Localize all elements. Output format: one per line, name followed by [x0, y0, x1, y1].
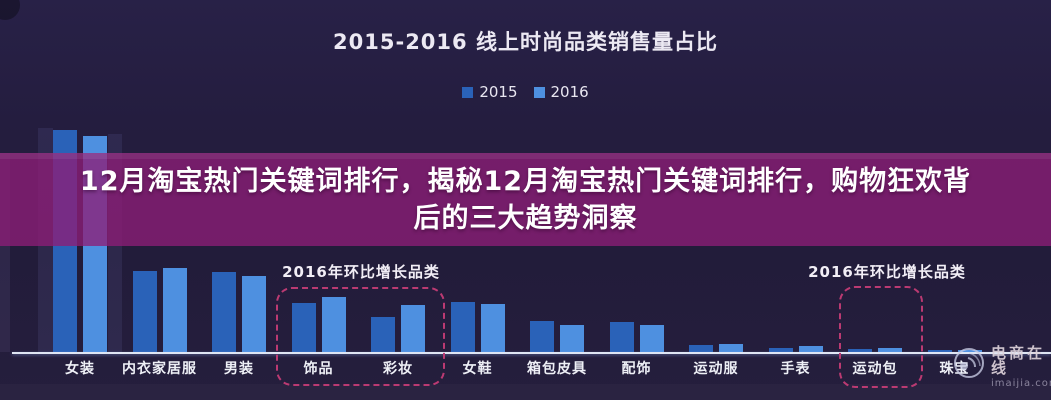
category-label-4: 饰品 — [303, 361, 334, 377]
chart-legend: 2015 2016 — [0, 83, 1051, 101]
category-label-3: 男装 — [224, 361, 254, 377]
category-label-7: 箱包皮具 — [527, 361, 587, 377]
bar-2015-10 — [768, 347, 793, 352]
headline-banner: 12月淘宝热门关键词排行，揭秘12月淘宝热门关键词排行，购物狂欢背 后的三大趋势… — [0, 153, 1051, 246]
annotation-label-growth-2: 2016年环比增长品类 — [808, 263, 966, 281]
bar-2015-11 — [848, 348, 872, 352]
bar-group-7: 箱包皮具 — [527, 0, 587, 400]
annotation-box-growth-categories-2 — [839, 286, 923, 388]
bar-group-5: 彩妆 — [371, 0, 425, 400]
bar-2016-2 — [162, 268, 187, 352]
bar-2015-7 — [530, 321, 554, 352]
category-label-1: 女装 — [65, 361, 95, 377]
bar-2016-12 — [957, 349, 982, 352]
x-axis-line — [12, 352, 1051, 354]
watermark-site: imaijia.com — [991, 378, 1051, 389]
bar-group-9: 运动服 — [689, 0, 743, 400]
bar-group-8: 配饰 — [609, 0, 664, 400]
headline-line-2: 后的三大趋势洞察 — [413, 202, 638, 234]
bar-2016-9 — [719, 343, 743, 352]
bar-2016-10 — [798, 346, 823, 352]
bar-2015-5 — [371, 317, 395, 352]
legend-label-2015: 2015 — [479, 83, 518, 101]
bar-2016-7 — [560, 325, 584, 352]
bar-2016-3 — [242, 276, 266, 352]
bar-group-3: 男装 — [212, 0, 266, 400]
headline-line-1: 12月淘宝热门关键词排行，揭秘12月淘宝热门关键词排行，购物狂欢背 — [79, 165, 972, 197]
bar-group-11: 运动包 — [848, 0, 902, 400]
bar-group-6: 女鞋 — [450, 0, 505, 400]
bar-2015-9 — [689, 345, 713, 352]
bar-2016-4 — [321, 297, 346, 352]
bg-accent-strip — [0, 153, 10, 352]
watermark: 电商在线 imaijia.com — [952, 346, 1051, 389]
legend-item-2015: 2015 — [462, 83, 518, 101]
bar-2016-6 — [480, 304, 505, 352]
headline-text: 12月淘宝热门关键词排行，揭秘12月淘宝热门关键词排行，购物狂欢背 后的三大趋势… — [0, 163, 1051, 237]
category-label-8: 配饰 — [621, 361, 652, 377]
legend-swatch-2016 — [533, 86, 545, 98]
bar-2015-8 — [609, 322, 634, 352]
category-label-2: 内衣家居服 — [122, 361, 197, 377]
annotation-box-growth-categories-1 — [276, 287, 445, 386]
bg-corner-blob — [0, 0, 20, 20]
category-label-11: 运动包 — [852, 361, 898, 377]
category-label-5: 彩妆 — [383, 361, 413, 377]
bar-2016-11 — [878, 347, 902, 352]
bar-2016-5 — [401, 305, 425, 352]
bar-group-4: 饰品 — [291, 0, 346, 400]
category-label-9: 运动服 — [693, 361, 739, 377]
legend-item-2016: 2016 — [533, 83, 589, 101]
bar-2016-8 — [639, 325, 664, 352]
legend-swatch-2015 — [462, 86, 474, 98]
bar-2015-3 — [212, 272, 236, 352]
bar-group-2: 内衣家居服 — [122, 0, 196, 400]
bar-2015-6 — [450, 302, 475, 352]
bar-2015-4 — [291, 303, 316, 352]
annotation-label-growth-1: 2016年环比增长品类 — [282, 263, 440, 281]
ecommerce-online-logo-icon — [952, 346, 986, 384]
category-label-10: 手表 — [780, 361, 811, 377]
chart-title: 2015-2016 线上时尚品类销售量占比 — [333, 30, 718, 54]
watermark-text: 电商在线 imaijia.com — [991, 346, 1051, 389]
bar-2015-2 — [132, 271, 157, 352]
bar-2015-12 — [927, 350, 952, 352]
legend-label-2016: 2016 — [550, 83, 589, 101]
bar-group-10: 手表 — [768, 0, 823, 400]
category-label-6: 女鞋 — [462, 361, 493, 377]
watermark-brand: 电商在线 — [991, 344, 1046, 377]
